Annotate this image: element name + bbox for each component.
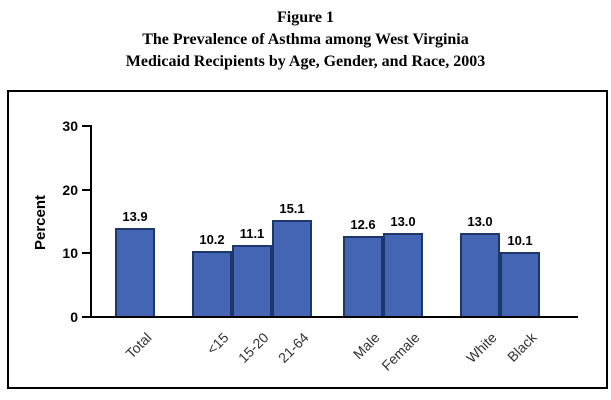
x-tick-label: White <box>462 329 500 366</box>
bar-value-label: 13.0 <box>467 214 493 230</box>
x-tick-label: Total <box>122 329 155 362</box>
figure-title-line2: The Prevalence of Asthma among West Virg… <box>142 31 469 48</box>
y-axis-line <box>90 125 92 318</box>
figure-title: Figure 1 The Prevalence of Asthma among … <box>0 7 611 73</box>
bar-value-label: 11.1 <box>239 226 265 242</box>
bar <box>383 233 423 316</box>
figure-title-line1: Figure 1 <box>276 9 335 26</box>
y-tick-label: 30 <box>62 118 78 134</box>
x-tick-label: <15 <box>203 329 232 358</box>
bar <box>343 235 383 316</box>
plot-area: 0 10 20 30 Percent 13.9 Total 10.2 <15 11.1 15-20 1… <box>9 92 602 383</box>
x-tick-label: Female <box>378 329 423 374</box>
x-tick-label: Male <box>349 329 383 363</box>
bar-value-label: 13.0 <box>390 214 416 230</box>
y-tick-mark <box>82 188 90 191</box>
bar <box>460 233 500 316</box>
y-tick-label: 10 <box>62 245 78 262</box>
y-tick-label: 20 <box>62 181 78 198</box>
bar-value-label: 12.6 <box>350 216 376 232</box>
chart-frame: 0 10 20 30 Percent 13.9 Total 10.2 <15 11.1 15-20 1… <box>7 90 608 389</box>
bar-value-label: 13.9 <box>122 208 148 224</box>
bar-value-label: 10.1 <box>507 232 533 248</box>
x-tick-label: 21-64 <box>274 329 312 366</box>
bar-value-label: 15.1 <box>279 200 305 216</box>
y-tick-mark <box>82 252 90 255</box>
y-tick-mark <box>82 125 90 127</box>
y-tick-mark <box>82 316 90 318</box>
bar <box>192 251 232 316</box>
y-tick-label: 0 <box>70 309 78 325</box>
bar <box>500 251 540 316</box>
bar <box>232 245 272 316</box>
x-tick-label: 15-20 <box>234 329 272 366</box>
bar-value-label: 10.2 <box>199 232 225 248</box>
x-axis-line <box>90 316 578 318</box>
bar <box>115 227 155 316</box>
figure-title-line3: Medicaid Recipients by Age, Gender, and … <box>125 53 486 70</box>
y-axis-title: Percent <box>32 194 50 251</box>
bar <box>272 219 312 316</box>
x-tick-label: Black <box>504 329 540 365</box>
